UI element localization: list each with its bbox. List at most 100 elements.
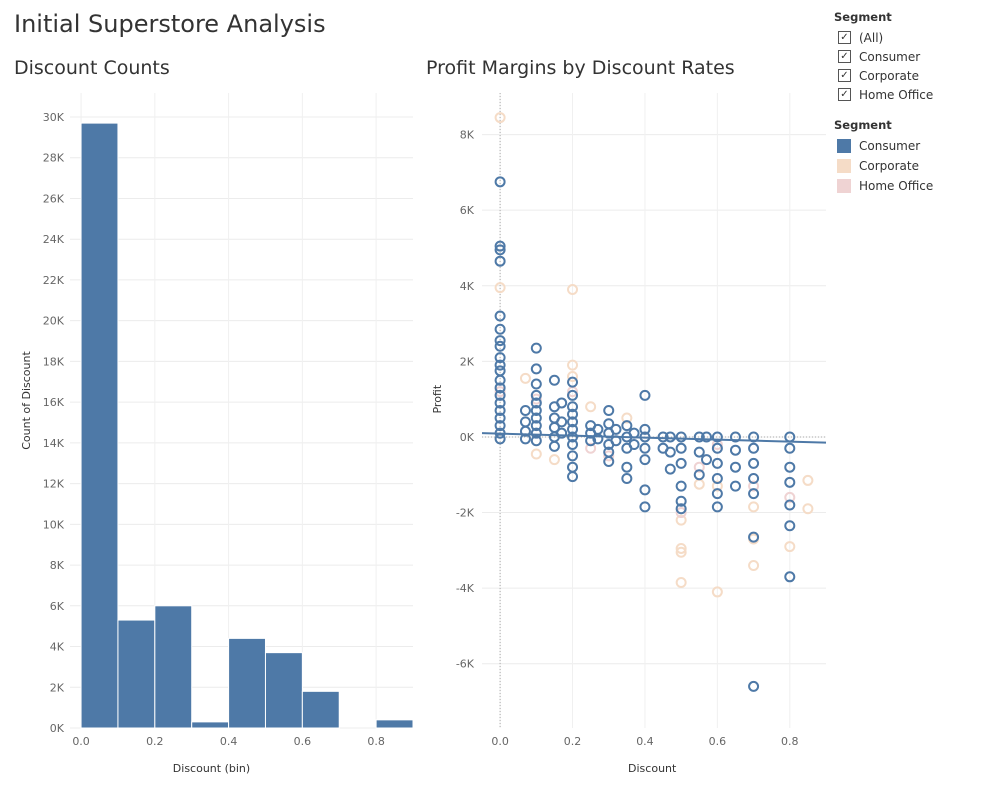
- y-tick-label: 8K: [460, 129, 475, 142]
- scatter-point: [530, 397, 542, 409]
- scatter-point: [748, 531, 760, 543]
- scatter-point: [519, 405, 531, 416]
- x-axis-label: Discount: [628, 762, 677, 775]
- legend-item-consumer[interactable]: Consumer: [834, 136, 933, 156]
- scatter-point: [784, 476, 796, 488]
- y-axis-label: Count of Discount: [20, 351, 33, 450]
- scatter-point: [519, 425, 531, 437]
- scatter-point: [585, 401, 597, 413]
- scatter-point: [548, 374, 560, 386]
- scatter-point: [494, 382, 506, 394]
- legend-item-home-office[interactable]: Home Office: [834, 176, 933, 196]
- scatter-point: [675, 431, 687, 443]
- checkbox-icon[interactable]: ✓: [838, 88, 851, 101]
- scatter-point: [494, 340, 506, 352]
- checkbox-icon[interactable]: ✓: [838, 69, 851, 82]
- y-tick-label: 0K: [460, 431, 475, 444]
- scatter-point: [675, 480, 687, 492]
- scatter-point: [530, 378, 542, 390]
- scatter-point: [556, 397, 568, 409]
- scatter-point: [729, 480, 741, 492]
- scatter-point: [664, 463, 676, 475]
- scatter-point: [603, 450, 615, 462]
- scatter-point: [494, 420, 506, 432]
- scatter-point: [567, 370, 579, 382]
- y-tick-label: 6K: [50, 600, 65, 613]
- scatter-point: [701, 454, 713, 466]
- segment-color-legend: Segment Consumer Corporate Home Office: [834, 118, 933, 196]
- legend-swatch: [837, 179, 851, 193]
- scatter-point: [567, 389, 579, 401]
- scatter-point: [519, 416, 531, 428]
- y-tick-label: 0K: [50, 722, 65, 735]
- histogram-bar: [191, 721, 230, 729]
- scatter-point: [621, 473, 633, 485]
- scatter-point: [784, 491, 796, 503]
- scatter-point: [711, 501, 723, 513]
- legend-label: Home Office: [859, 179, 934, 193]
- scatter-point: [748, 473, 760, 485]
- histogram-bar: [375, 719, 414, 729]
- scatter-point: [530, 448, 542, 460]
- scatter-point: [784, 499, 796, 511]
- legend-label: Consumer: [859, 139, 921, 153]
- scatter-point: [494, 397, 506, 409]
- scatter-point: [675, 546, 687, 558]
- x-tick-label: 0.0: [491, 735, 509, 748]
- scatter-point: [639, 501, 651, 513]
- scatter-point: [693, 446, 705, 458]
- filter-item-all[interactable]: ✓ (All): [834, 28, 933, 47]
- scatter-point: [494, 412, 506, 424]
- scatter-point: [711, 457, 723, 469]
- scatter-point: [621, 420, 633, 432]
- y-tick-label: 26K: [43, 192, 65, 205]
- checkbox-icon[interactable]: ✓: [838, 31, 851, 44]
- scatter-point: [748, 480, 760, 492]
- y-tick-label: 2K: [460, 355, 475, 368]
- y-tick-label: 20K: [43, 315, 65, 328]
- scatter-point: [494, 112, 506, 124]
- scatter-point: [610, 423, 622, 435]
- trend-line: [481, 432, 827, 444]
- scatter-point: [639, 454, 651, 466]
- scatter-point: [701, 431, 713, 443]
- filter-item-corporate[interactable]: ✓ Corporate: [834, 66, 933, 85]
- scatter-point: [639, 423, 651, 435]
- x-tick-label: 0.4: [220, 735, 238, 748]
- scatter-point: [567, 471, 579, 483]
- scatter-point: [567, 408, 579, 420]
- scatter-point: [494, 405, 506, 416]
- scatter-point: [494, 374, 506, 386]
- y-tick-label: 28K: [43, 152, 65, 165]
- scatter-point: [729, 444, 741, 456]
- scatter-point: [639, 442, 651, 454]
- scatter-point: [639, 389, 651, 401]
- y-tick-label: -2K: [456, 507, 475, 520]
- scatter-point: [494, 335, 506, 347]
- scatter-point: [675, 542, 687, 554]
- scatter-point: [592, 433, 604, 445]
- scatter-point: [567, 376, 579, 388]
- scatter-point: [494, 240, 506, 252]
- legend-item-corporate[interactable]: Corporate: [834, 156, 933, 176]
- y-tick-label: 24K: [43, 233, 65, 246]
- scatter-point: [567, 439, 579, 451]
- scatter-point: [675, 514, 687, 526]
- histogram-title: Discount Counts: [14, 57, 170, 79]
- y-tick-label: 16K: [43, 396, 65, 409]
- scatter-point: [567, 431, 579, 443]
- scatter-point: [729, 461, 741, 473]
- scatter-point: [729, 431, 741, 443]
- scatter-point: [603, 405, 615, 416]
- y-tick-label: -6K: [456, 658, 475, 671]
- segment-filter-title: Segment: [834, 10, 892, 24]
- filter-item-home-office[interactable]: ✓ Home Office: [834, 85, 933, 104]
- x-tick-label: 0.2: [564, 735, 582, 748]
- scatter-point: [711, 473, 723, 485]
- checkbox-icon[interactable]: ✓: [838, 50, 851, 63]
- scatter-point: [748, 559, 760, 571]
- scatter-point: [711, 586, 723, 598]
- filter-item-consumer[interactable]: ✓ Consumer: [834, 47, 933, 66]
- scatter-point: [567, 284, 579, 296]
- scatter-point: [639, 484, 651, 496]
